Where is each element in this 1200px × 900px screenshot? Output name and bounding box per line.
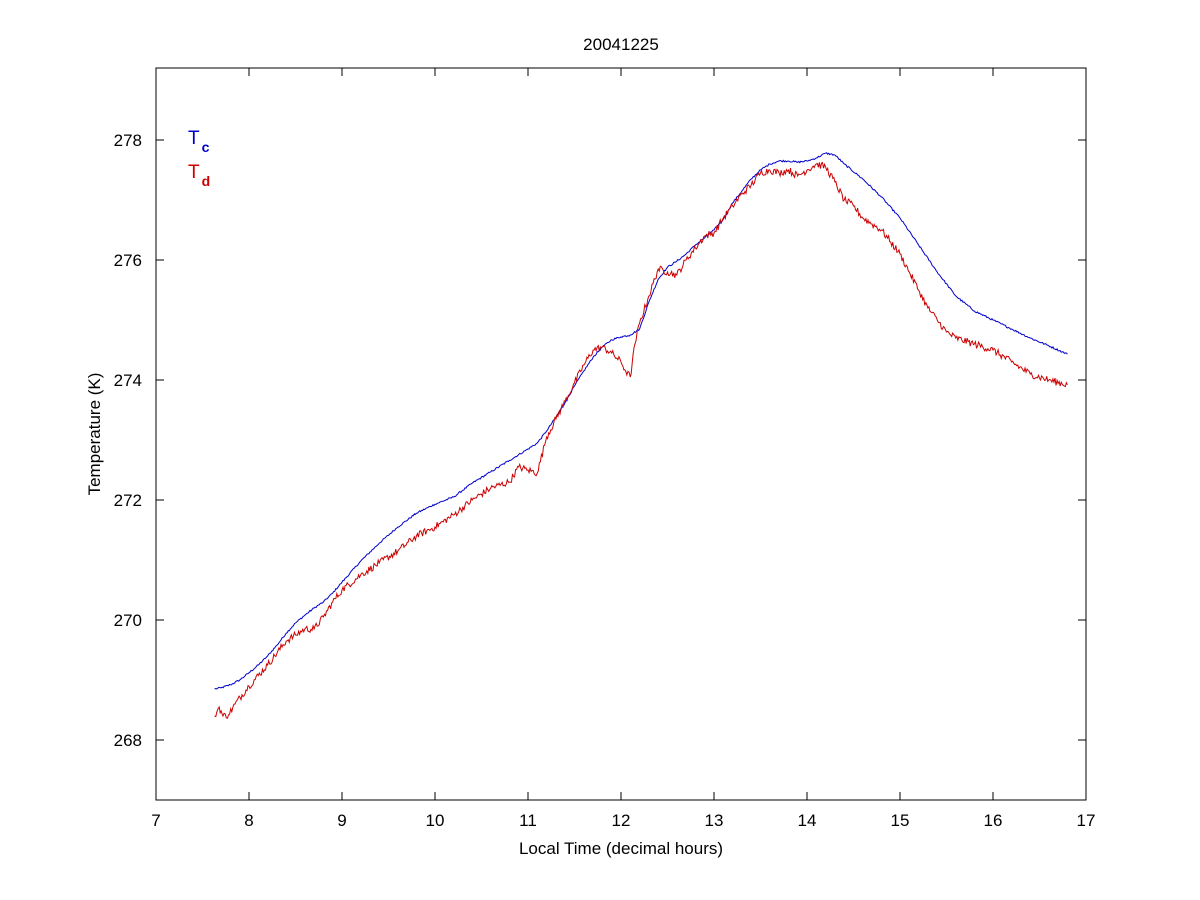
series-line-0 (214, 152, 1068, 690)
y-tick-label: 270 (114, 611, 142, 630)
series-layer (214, 152, 1068, 719)
y-tick-label: 272 (114, 491, 142, 510)
x-tick-label: 17 (1077, 811, 1096, 830)
series-line-1 (214, 161, 1068, 719)
x-axis-label: Local Time (decimal hours) (519, 839, 723, 858)
x-tick-label: 15 (891, 811, 910, 830)
y-tick-label: 276 (114, 251, 142, 270)
x-tick-label: 8 (244, 811, 253, 830)
x-tick-label: 9 (337, 811, 346, 830)
y-axis-label: Temperature (K) (85, 373, 104, 496)
x-tick-label: 13 (705, 811, 724, 830)
x-tick-label: 14 (798, 811, 817, 830)
x-tick-label: 7 (151, 811, 160, 830)
y-axis-ticks: 268 270 272 274 276 278 (114, 131, 1086, 750)
x-tick-label: 10 (426, 811, 445, 830)
chart-title: 20041225 (583, 35, 659, 54)
y-tick-label: 278 (114, 131, 142, 150)
y-tick-label: 274 (114, 371, 142, 390)
x-tick-label: 12 (612, 811, 631, 830)
x-axis-ticks: 7 8 9 10 11 12 13 14 15 16 17 (151, 68, 1095, 830)
x-tick-label: 11 (519, 811, 537, 830)
y-tick-label: 268 (114, 731, 142, 750)
x-tick-label: 16 (984, 811, 1003, 830)
